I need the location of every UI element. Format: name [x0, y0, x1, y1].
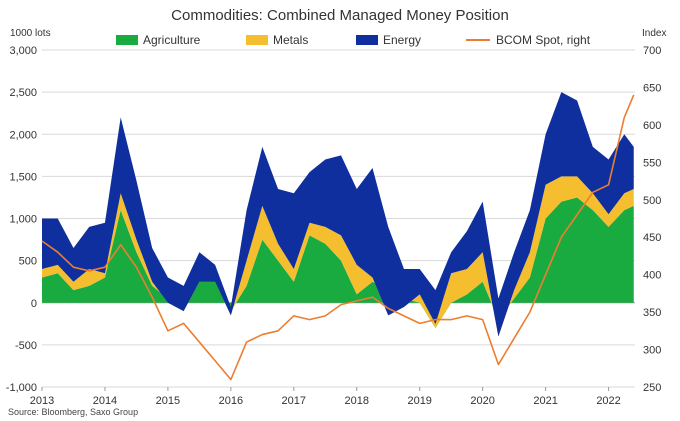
right-tick-label: 400: [643, 270, 661, 282]
x-tick-label: 2021: [533, 395, 557, 407]
x-tick-label: 2014: [93, 395, 117, 407]
legend-swatch-energy: [356, 35, 378, 45]
right-tick-label: 450: [643, 232, 661, 244]
legend-label-energy: Energy: [383, 33, 421, 47]
left-tick-label: -500: [15, 340, 37, 352]
x-axis: 2013 2014 2015 2016 2017 2018 2019 2020 2021 2022: [30, 387, 621, 407]
right-tick-label: 650: [643, 82, 661, 94]
right-axis: 250 300 350 400 450 500 550 600 650 700: [643, 45, 661, 394]
x-tick-label: 2020: [470, 395, 494, 407]
legend: Agriculture Metals Energy BCOM Spot, right: [116, 33, 591, 47]
left-tick-label: 500: [19, 256, 37, 268]
left-tick-label: 0: [31, 298, 37, 310]
right-tick-label: 300: [643, 345, 661, 357]
left-tick-label: 2,000: [9, 129, 37, 141]
legend-swatch-agriculture: [116, 35, 138, 45]
left-tick-label: 3,000: [9, 45, 37, 57]
right-tick-label: 350: [643, 307, 661, 319]
left-axis: -1,000 -500 0 500 1,000 1,500 2,000 2,500 3,000: [6, 45, 37, 394]
legend-label-agriculture: Agriculture: [143, 33, 201, 47]
right-tick-label: 250: [643, 382, 661, 394]
source-note: Source: Bloomberg, Saxo Group: [8, 407, 138, 417]
right-tick-label: 600: [643, 120, 661, 132]
x-tick-label: 2013: [30, 395, 54, 407]
right-axis-unit: Index: [642, 28, 666, 39]
plot-lines: [41, 94, 635, 381]
legend-label-metals: Metals: [273, 33, 308, 47]
x-tick-label: 2016: [219, 395, 243, 407]
line-bcom-spot: [41, 94, 635, 381]
legend-swatch-metals: [246, 35, 268, 45]
area-energy: [42, 92, 634, 337]
right-tick-label: 700: [643, 45, 661, 57]
x-tick-label: 2022: [596, 395, 620, 407]
left-axis-unit: 1000 lots: [10, 28, 51, 39]
left-tick-label: 1,500: [9, 171, 37, 183]
left-tick-label: 2,500: [9, 87, 37, 99]
x-tick-label: 2018: [345, 395, 369, 407]
legend-label-bcom-spot-right: BCOM Spot, right: [496, 33, 591, 47]
right-tick-label: 500: [643, 195, 661, 207]
chart-title: Commodities: Combined Managed Money Posi…: [171, 7, 509, 24]
left-tick-label: 1,000: [9, 214, 37, 226]
right-tick-label: 550: [643, 157, 661, 169]
x-tick-label: 2019: [407, 395, 431, 407]
plot-areas: [42, 92, 634, 337]
x-tick-label: 2015: [156, 395, 180, 407]
x-tick-label: 2017: [282, 395, 306, 407]
left-tick-label: -1,000: [6, 382, 37, 394]
